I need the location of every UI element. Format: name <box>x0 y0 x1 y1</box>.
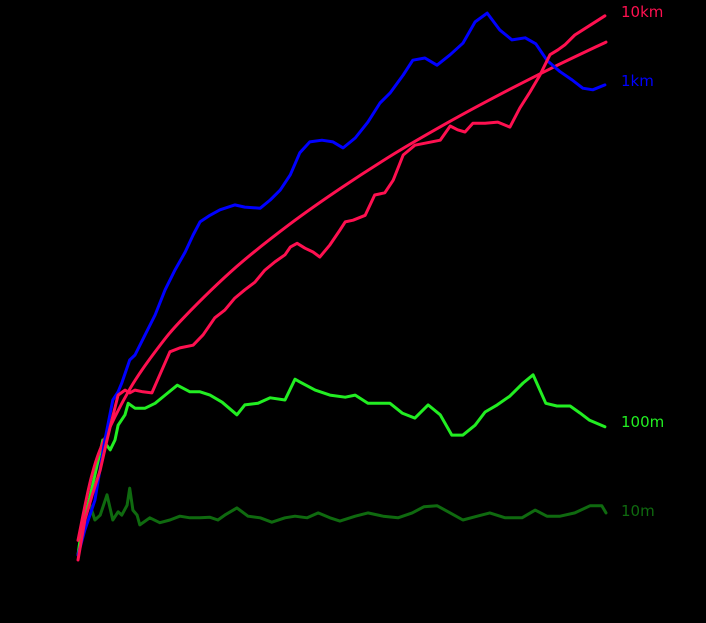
series-line-10m <box>76 486 608 557</box>
series-labels: 10km 1km 100m 10m <box>621 3 664 520</box>
label-100m: 100m <box>621 413 664 431</box>
series-line-1km <box>76 11 607 557</box>
series-line-100m <box>76 373 607 557</box>
label-10m: 10m <box>621 502 655 520</box>
label-1km: 1km <box>621 72 654 90</box>
plot-area <box>76 11 608 562</box>
label-10km: 10km <box>621 3 663 21</box>
series-line-10km <box>76 14 607 562</box>
